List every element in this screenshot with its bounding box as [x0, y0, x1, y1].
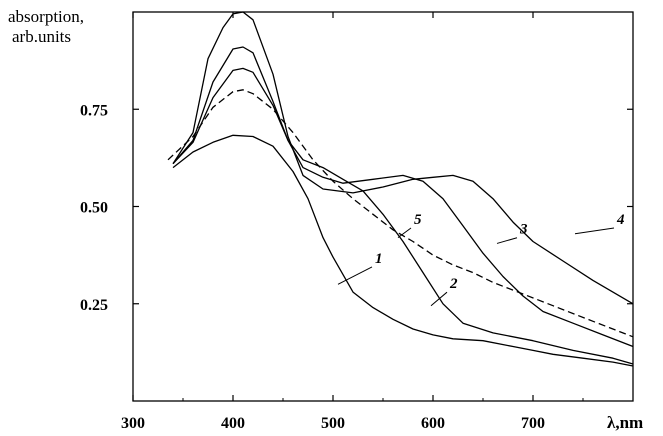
series-line-1: [172, 134, 634, 367]
y-tick-label: 0.50: [80, 200, 108, 217]
y-tick-label: 0.75: [80, 102, 108, 119]
series-group: [167, 11, 634, 367]
series-label-leader-3: [496, 237, 518, 244]
x-axis-label: λ,nm: [607, 413, 643, 432]
series-label-2: 2: [449, 276, 458, 292]
series-label-leader-4: [574, 227, 615, 235]
series-line-4: [172, 11, 634, 305]
series-line-3: [172, 46, 634, 348]
x-tick-label: 500: [321, 415, 345, 432]
series-label-leader-5: [397, 227, 412, 239]
series-label-5: 5: [414, 212, 422, 228]
y-axis-label-line-2: arb.units: [12, 27, 71, 46]
series-labels: 1 2 3 4 5: [337, 212, 625, 307]
series-line-5: [167, 89, 634, 338]
x-tick-label: 600: [421, 415, 445, 432]
series-label-1: 1: [375, 251, 383, 267]
series-label-4: 4: [616, 212, 625, 228]
x-tick-label: 700: [521, 415, 545, 432]
x-tick-label: 300: [121, 415, 145, 432]
x-tick-label: 400: [221, 415, 245, 432]
series-label-3: 3: [519, 222, 528, 238]
series-label-leader-2: [430, 291, 448, 307]
axes: 300 400 500 600 700 0.25 0.50 0.75: [80, 11, 634, 432]
y-axis-label-line-1: absorption,: [8, 7, 84, 26]
plot-frame: [132, 11, 634, 402]
y-tick-label: 0.25: [80, 297, 108, 314]
series-label-leader-1: [337, 266, 373, 285]
series-line-2: [172, 67, 634, 365]
